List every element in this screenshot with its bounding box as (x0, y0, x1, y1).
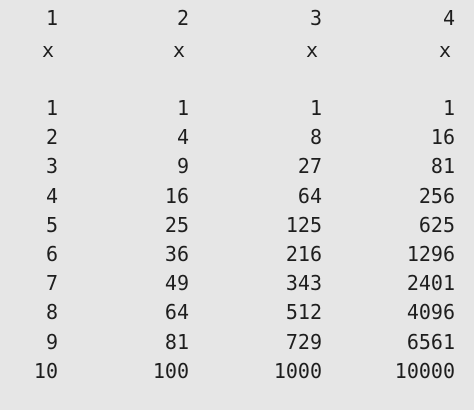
table-cell: 2 (45, 125, 58, 150)
table-cell: 7 (45, 271, 58, 296)
exponent-header: 2 (176, 6, 189, 30)
variable-header: x (172, 38, 185, 62)
table-cell: 1 (176, 96, 189, 120)
table-cell: 3 (45, 154, 58, 179)
table-cell: 125 (285, 212, 322, 237)
table-cell: 16 (164, 183, 189, 208)
table-cell: 9 (176, 154, 189, 179)
table-cell: 27 (297, 154, 322, 179)
table-cell: 5 (45, 212, 58, 237)
table-cell: 8 (309, 125, 322, 150)
variable-header: x (305, 38, 318, 62)
table-cell: 1 (309, 96, 322, 120)
exponent-header: 1 (45, 6, 58, 30)
table-cell: 10 (33, 358, 58, 383)
table-cell: 1 (45, 96, 58, 120)
exponent-header: 3 (309, 6, 322, 30)
table-cell: 729 (285, 329, 322, 354)
variable-header: x (438, 38, 451, 62)
table-cell: 16 (430, 125, 455, 150)
table-cell: 216 (285, 242, 322, 266)
table-cell: 6561 (406, 329, 455, 354)
table-cell: 1296 (406, 242, 455, 266)
table-cell: 343 (285, 271, 322, 296)
table-cell: 6 (45, 242, 58, 266)
table-cell: 49 (164, 271, 189, 296)
variable-header: x (41, 38, 54, 62)
table-cell: 1 (442, 96, 455, 120)
table-cell: 256 (418, 183, 455, 208)
table-cell: 100 (152, 358, 189, 383)
table-cell: 8 (45, 300, 58, 325)
exponent-header: 4 (442, 6, 455, 30)
table-cell: 2401 (406, 271, 455, 296)
table-cell: 64 (164, 300, 189, 325)
table-cell: 9 (45, 329, 58, 354)
table-cell: 10000 (394, 358, 455, 383)
table-cell: 36 (164, 242, 189, 266)
table-cell: 4096 (406, 300, 455, 325)
table-cell: 625 (418, 212, 455, 237)
table-cell: 512 (285, 300, 322, 325)
table-cell: 1000 (273, 358, 322, 383)
table-cell: 81 (164, 329, 189, 354)
table-cell: 4 (45, 183, 58, 208)
table-cell: 64 (297, 183, 322, 208)
table-cell: 4 (176, 125, 189, 150)
table-cell: 25 (164, 212, 189, 237)
table-cell: 81 (430, 154, 455, 179)
